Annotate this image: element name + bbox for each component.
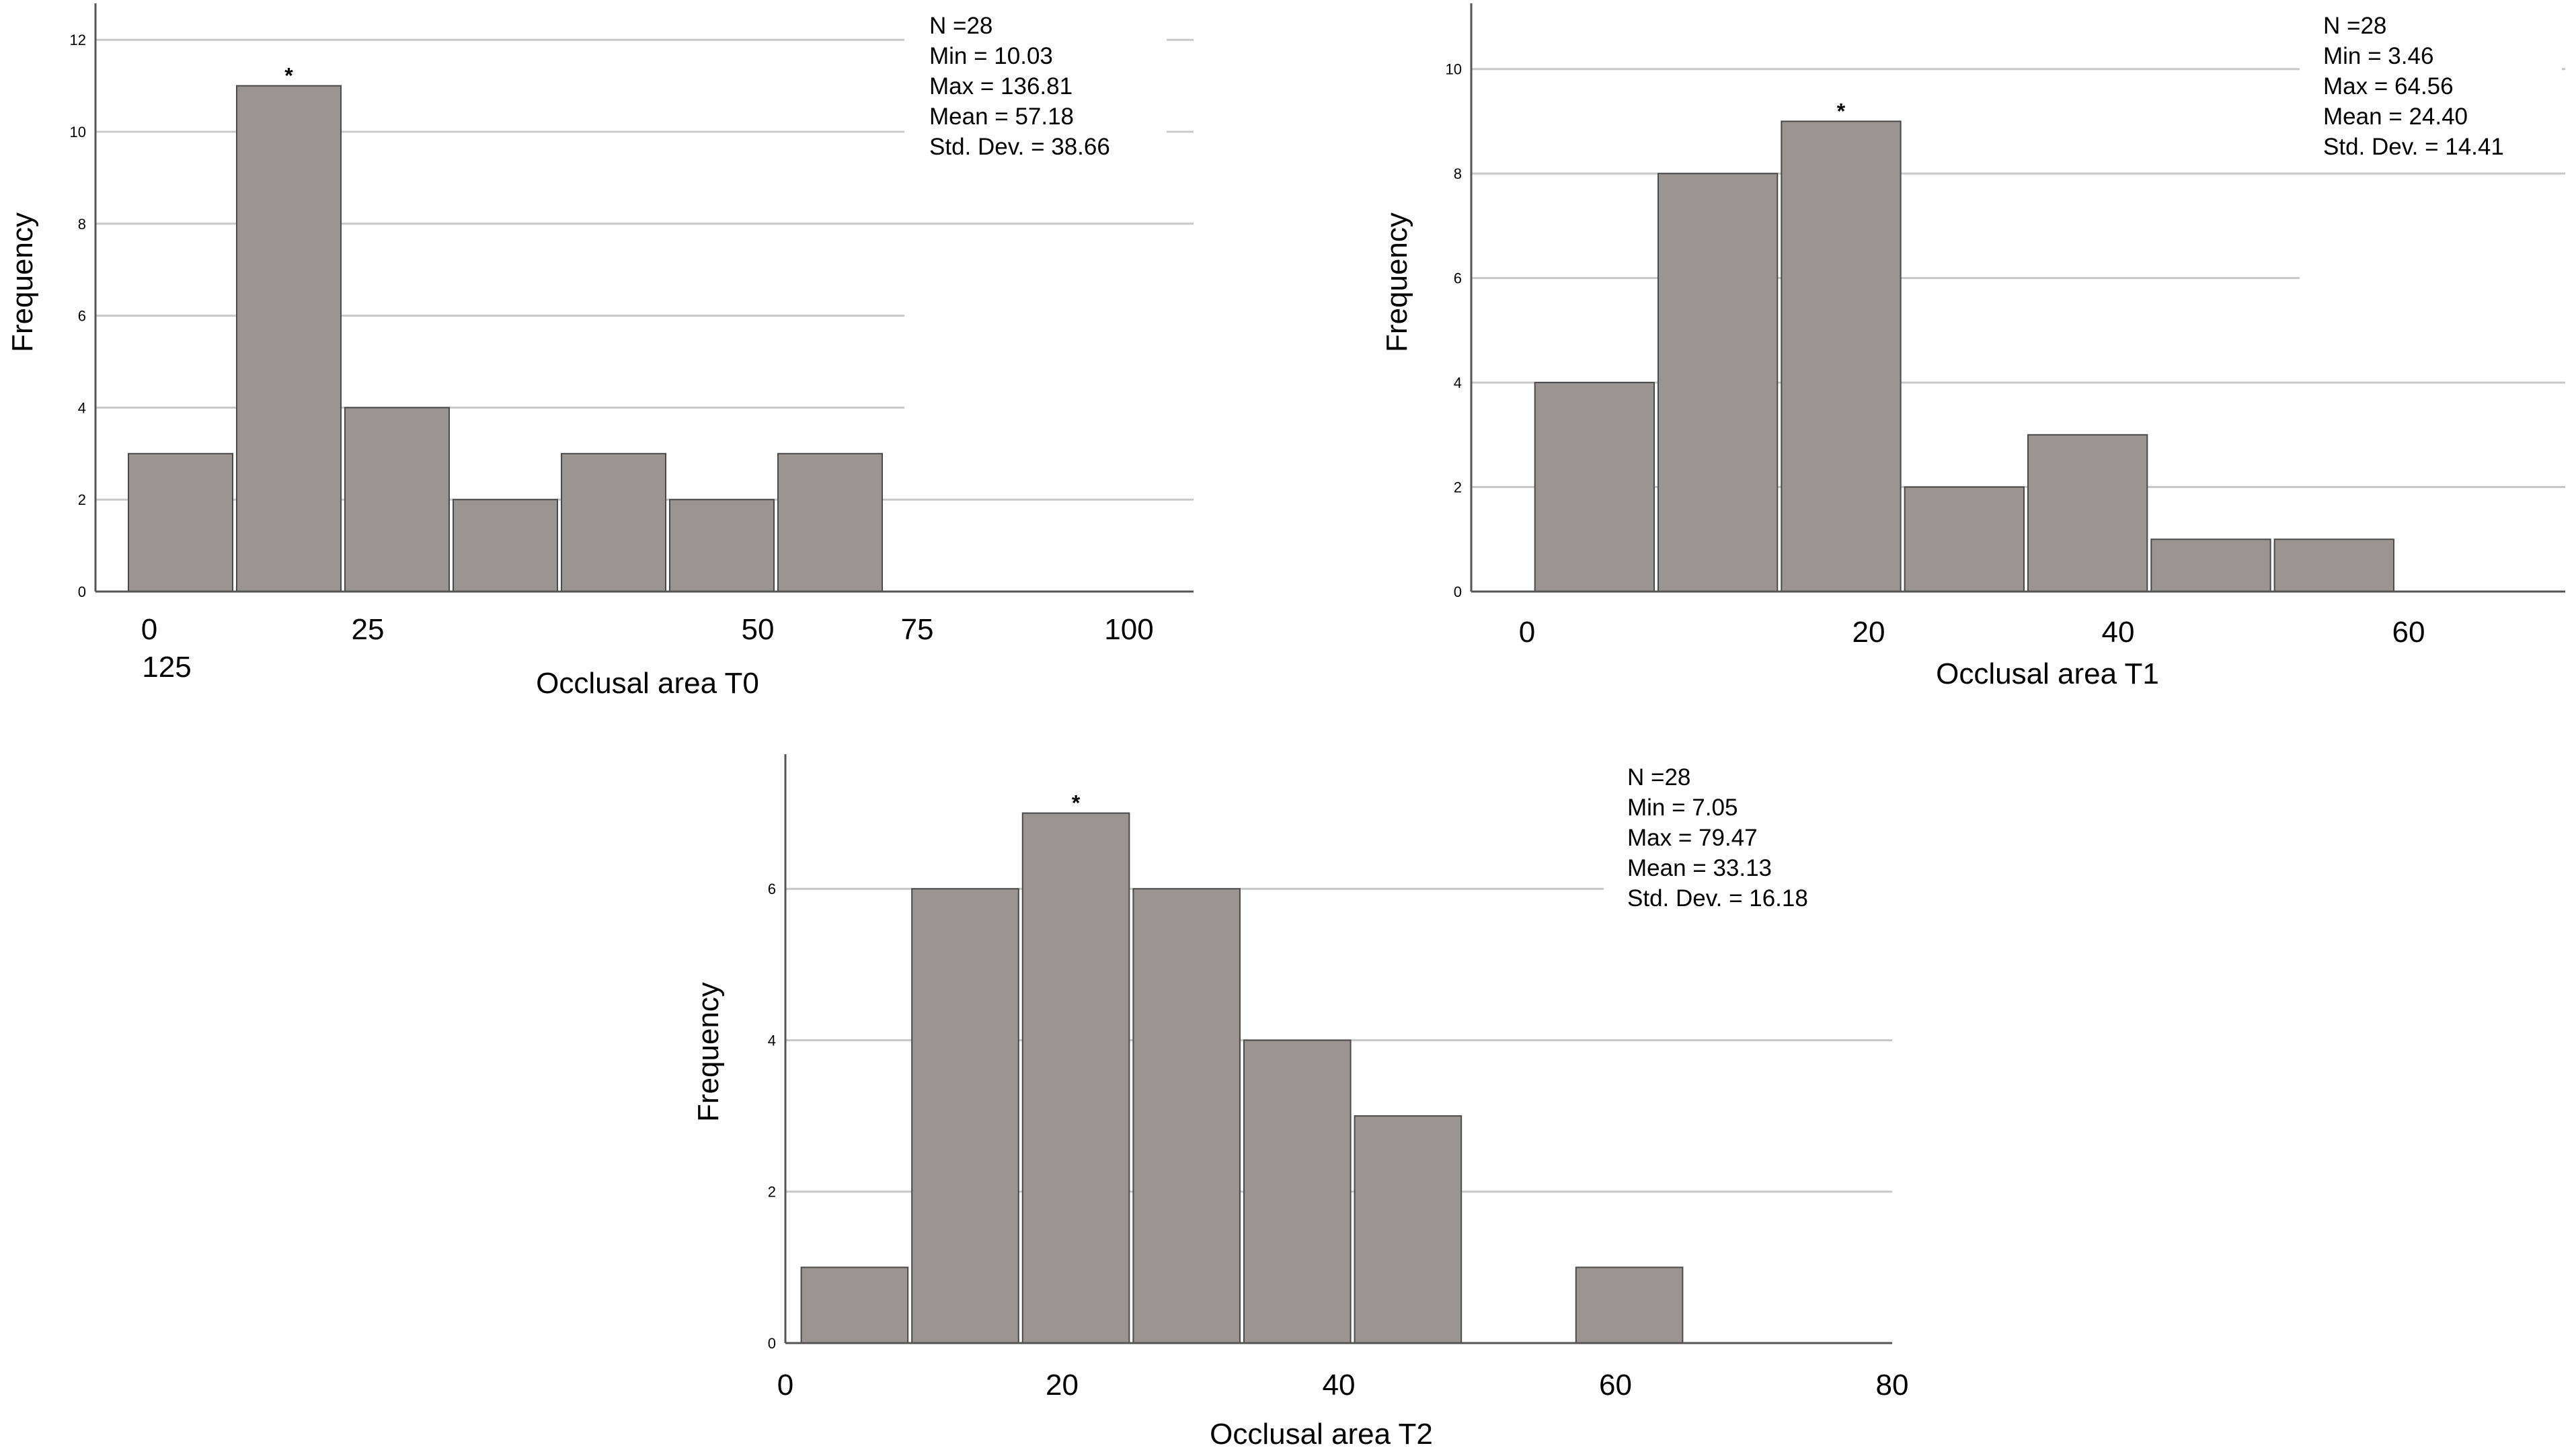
x-tick-label: 20 [1852, 616, 1885, 649]
histogram-bar [344, 407, 450, 593]
y-tick-label: 8 [1454, 165, 1462, 182]
summary-statistics: N =28 Min = 3.46 Max = 64.56 Mean = 24.4… [2300, 8, 2562, 164]
histogram-bar [2273, 538, 2394, 592]
x-tick-labels: 0 20 40 60 80 [777, 1369, 1909, 1402]
y-tick-label: 2 [1454, 479, 1462, 496]
bars: * [800, 791, 1684, 1344]
stat-std-dev: Std. Dev. = 14.41 [2323, 134, 2504, 160]
x-tick-label: 0 [1519, 616, 1535, 649]
histogram-bar [1904, 486, 2025, 593]
y-tick-label: 8 [78, 216, 86, 233]
axes [1470, 3, 2565, 593]
x-tick-label: 0 [141, 613, 157, 646]
x-tick-label: 100 [1104, 613, 1153, 646]
y-axis-label: Frequency [6, 212, 39, 352]
histogram-bar [1657, 173, 1779, 592]
histogram-bar [1781, 120, 1902, 593]
y-tick-label: 0 [768, 1335, 776, 1352]
y-tick-labels: 0 2 4 6 8 10 12 [70, 32, 86, 600]
y-tick-label: 4 [1454, 374, 1462, 391]
histogram-bar [1534, 382, 1655, 592]
summary-statistics-background [1604, 760, 1866, 916]
y-tick-label: 6 [78, 308, 86, 325]
x-tick-label: 40 [1323, 1369, 1356, 1402]
histogram-bar [1021, 812, 1130, 1344]
x-tick-label: 80 [1876, 1369, 1909, 1402]
stat-max: Max = 64.56 [2323, 73, 2454, 99]
stat-n: N =28 [1627, 764, 1690, 791]
y-tick-label: 4 [78, 399, 86, 416]
x-tick-labels: 0 25 50 75 100 125 [141, 613, 1154, 684]
y-axis-label: Frequency [692, 982, 725, 1122]
summary-statistics-background [904, 8, 1167, 164]
histogram-bar [453, 499, 558, 593]
stat-mean: Mean = 57.18 [929, 104, 1074, 130]
x-tick-label: 125 [142, 651, 191, 684]
x-axis-label: Occlusal area T0 [536, 667, 759, 700]
x-tick-label: 50 [742, 613, 775, 646]
histogram-panel-t1: * 0 2 4 6 8 10 0 20 40 60 N =28 Min = 3.46 Ma… [1380, 3, 2565, 690]
stat-std-dev: Std. Dev. = 16.18 [1627, 885, 1808, 912]
bars: * [1534, 99, 2394, 593]
y-tick-label: 12 [70, 32, 86, 48]
summary-statistics-background [2300, 8, 2562, 164]
histogram-bar [669, 499, 775, 593]
stat-mean: Mean = 24.40 [2323, 104, 2468, 130]
histogram-bar [1354, 1115, 1462, 1344]
mode-marker: * [1837, 99, 1846, 123]
stat-min: Min = 7.05 [1627, 795, 1738, 821]
x-tick-label: 60 [2392, 616, 2425, 649]
stat-mean: Mean = 33.13 [1627, 855, 1772, 881]
histogram-bar [1243, 1039, 1352, 1344]
y-tick-label: 2 [78, 491, 86, 508]
mode-marker: * [284, 64, 293, 88]
stat-n: N =28 [929, 13, 992, 39]
y-axis-label: Frequency [1380, 212, 1413, 352]
histogram-bar [236, 85, 342, 593]
y-tick-label: 2 [768, 1184, 776, 1201]
x-axis-label: Occlusal area T2 [1210, 1418, 1433, 1451]
summary-statistics: N =28 Min = 10.03 Max = 136.81 Mean = 57… [904, 8, 1167, 164]
x-axis-label: Occlusal area T1 [1936, 657, 2159, 690]
stat-max: Max = 136.81 [929, 73, 1072, 99]
y-tick-labels: 0 2 4 6 [768, 881, 776, 1352]
y-tick-labels: 0 2 4 6 8 10 [1446, 61, 1462, 600]
histogram-bar [128, 452, 233, 592]
x-tick-label: 40 [2102, 616, 2135, 649]
x-tick-label: 75 [901, 613, 934, 646]
histogram-panel-t0: * 0 2 4 6 8 10 12 0 25 50 75 100 125 N =28 Min… [6, 3, 1194, 700]
stat-min: Min = 3.46 [2323, 43, 2433, 69]
y-tick-label: 10 [70, 124, 86, 140]
histogram-bar [911, 888, 1019, 1344]
histogram-bar [2150, 538, 2271, 592]
stat-n: N =28 [2323, 13, 2386, 39]
axes [94, 3, 1194, 593]
x-tick-labels: 0 20 40 60 [1519, 616, 2425, 649]
stat-max: Max = 79.47 [1627, 825, 1758, 851]
y-tick-label: 0 [1454, 583, 1462, 600]
y-tick-label: 6 [1454, 270, 1462, 287]
histogram-bar [2027, 434, 2148, 592]
histogram-bar [1575, 1266, 1684, 1344]
y-tick-label: 4 [768, 1032, 776, 1049]
histogram-panel-t2: * 0 2 4 6 0 20 40 60 80 N =28 Min = 7.05 Max = … [692, 754, 1908, 1451]
histogram-bar [800, 1266, 909, 1344]
x-tick-label: 20 [1046, 1369, 1079, 1402]
y-tick-label: 6 [768, 881, 776, 897]
y-tick-label: 10 [1446, 61, 1462, 78]
x-tick-label: 60 [1599, 1369, 1632, 1402]
x-tick-label: 25 [352, 613, 385, 646]
histogram-bar [561, 452, 666, 592]
histogram-bar [777, 452, 883, 592]
axes [784, 754, 1892, 1344]
y-tick-label: 0 [78, 583, 86, 600]
bars: * [128, 64, 883, 593]
summary-statistics: N =28 Min = 7.05 Max = 79.47 Mean = 33.1… [1604, 760, 1866, 916]
stat-std-dev: Std. Dev. = 38.66 [929, 134, 1110, 160]
histogram-bar [1132, 888, 1241, 1344]
mode-marker: * [1072, 791, 1081, 815]
stat-min: Min = 10.03 [929, 43, 1053, 69]
x-tick-label: 0 [777, 1369, 793, 1402]
